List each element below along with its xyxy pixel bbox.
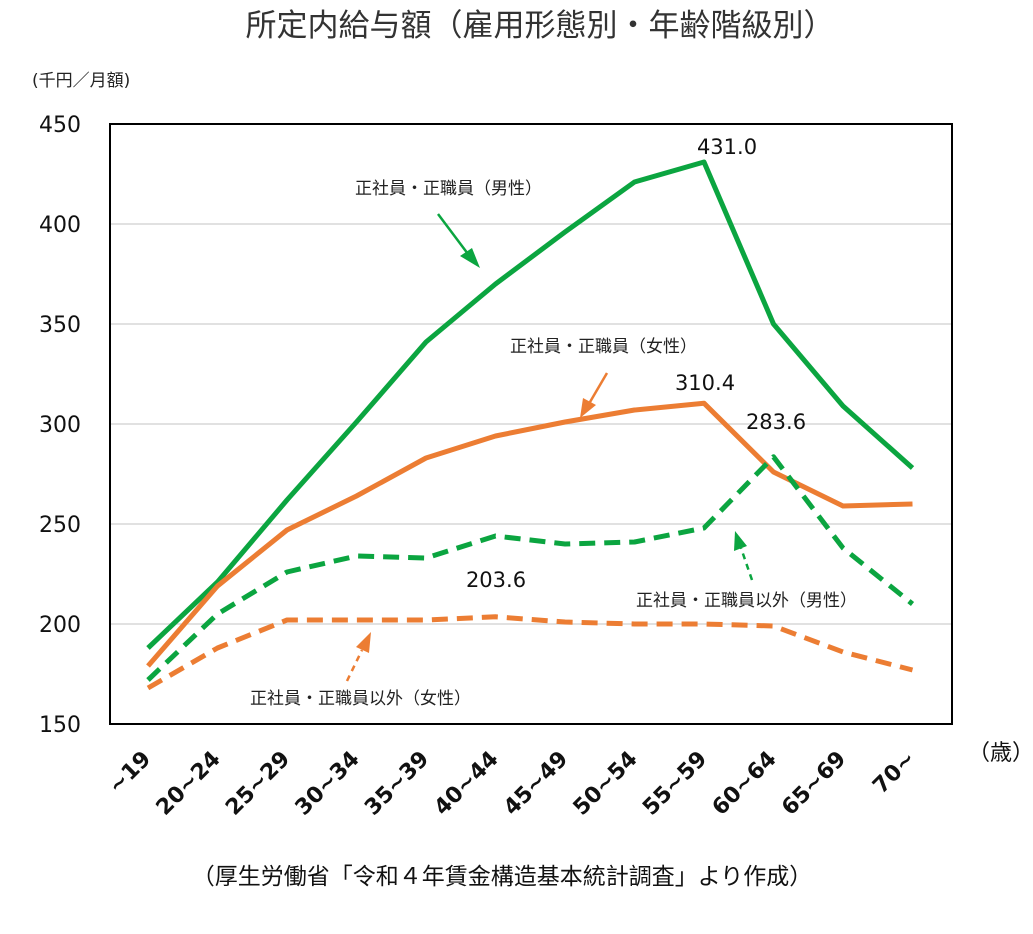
annotation-female-regular: 正社員・正職員（女性） — [510, 337, 697, 357]
x-tick-label: 60~64 — [708, 747, 782, 821]
annotation-male-nonregular: 正社員・正職員以外（男性） — [636, 591, 857, 611]
series-line-1 — [146, 400, 913, 668]
x-tick-label: 40~44 — [430, 747, 504, 821]
arrow-female-regular — [580, 372, 609, 418]
series-line-0 — [146, 159, 915, 650]
y-tick-label: 450 — [39, 113, 81, 138]
y-tick-label: 250 — [39, 513, 81, 538]
x-tick-label: 65~69 — [777, 747, 851, 821]
chart-title: 所定内給与額（雇用形態別・年齢階級別） — [246, 8, 835, 44]
x-tick-label: 55~59 — [638, 747, 712, 821]
series-lines — [146, 159, 915, 691]
x-tick-label: 30~34 — [291, 747, 365, 821]
arrow-male-nonregular — [734, 531, 754, 581]
y-tick-label: 200 — [39, 613, 81, 638]
annotation-male-regular: 正社員・正職員（男性） — [355, 179, 542, 199]
y-tick-label: 350 — [39, 313, 81, 338]
x-tick-label: ~19 — [104, 747, 156, 799]
x-tick-label: 70~ — [868, 747, 920, 799]
y-axis-ticks: 150 200 250 300 350 400 450 — [39, 113, 81, 738]
x-tick-label: 45~49 — [499, 747, 573, 821]
y-tick-label: 300 — [39, 413, 81, 438]
arrow-female-nonregular — [345, 632, 371, 682]
x-tick-label: 20~24 — [152, 747, 226, 821]
gridlines — [110, 223, 952, 625]
data-label-male-nonregular-peak: 283.6 — [746, 410, 806, 434]
annotation-female-nonregular: 正社員・正職員以外（女性） — [250, 689, 471, 709]
x-axis-ticks: ~1920~2425~2930~3435~3940~4445~4950~5455… — [104, 747, 921, 821]
data-label-female-regular-peak: 310.4 — [675, 371, 735, 395]
y-tick-label: 150 — [39, 713, 81, 738]
x-tick-label: 35~39 — [360, 747, 434, 821]
series-line-2 — [146, 454, 915, 682]
data-label-male-regular-peak: 431.0 — [697, 135, 757, 159]
x-tick-label: 25~29 — [221, 747, 295, 821]
series-line-3 — [146, 614, 914, 691]
arrow-male-regular — [437, 213, 480, 268]
y-tick-label: 400 — [39, 213, 81, 238]
plot-frame — [109, 123, 953, 725]
x-tick-label: 50~54 — [569, 747, 643, 821]
source-note: （厚生労働省「令和４年賃金構造基本統計調査」より作成） — [192, 864, 813, 890]
unit-label: (千円／月額) — [32, 71, 130, 91]
x-axis-unit-label: （歳） — [968, 741, 1033, 766]
data-label-female-nonregular-peak: 203.6 — [466, 568, 526, 592]
